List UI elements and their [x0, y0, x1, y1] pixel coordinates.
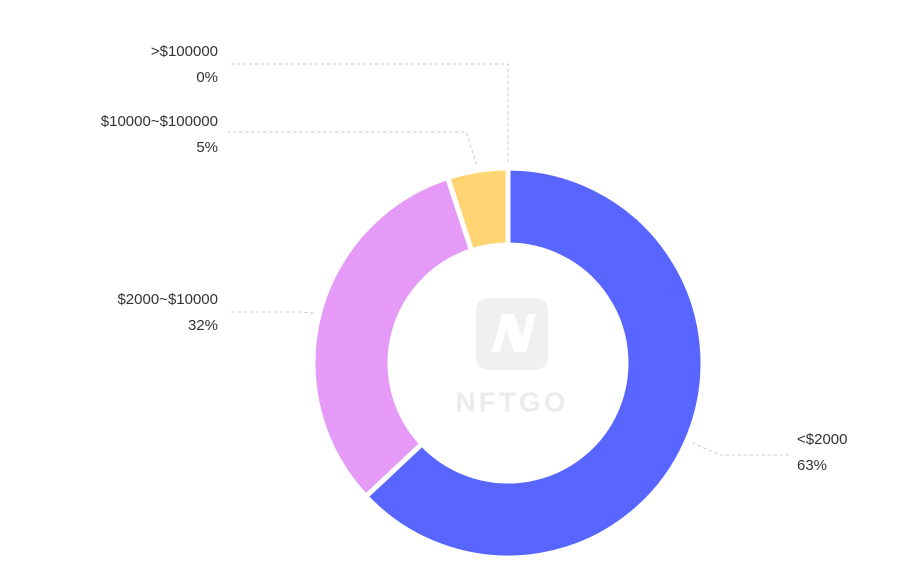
watermark-logo-mark [492, 314, 536, 352]
donut-slice [363, 165, 706, 561]
slice-value-label: 0% [196, 69, 218, 86]
slice-value-label: 32% [188, 317, 218, 334]
watermark: NFTGO [456, 386, 569, 417]
slice-value-label: 63% [797, 457, 827, 474]
leader-line [228, 131, 478, 165]
slice-label: $2000~$10000 [117, 291, 218, 308]
donut-slice [310, 175, 475, 499]
slice-label: >$100000 [151, 43, 218, 60]
leader-line [228, 63, 509, 162]
slice-value-label: 5% [196, 139, 218, 156]
leader-line [228, 311, 314, 314]
slice-label: $10000~$100000 [101, 113, 218, 130]
slice-label: <$2000 [797, 431, 847, 448]
leader-line [692, 442, 790, 456]
